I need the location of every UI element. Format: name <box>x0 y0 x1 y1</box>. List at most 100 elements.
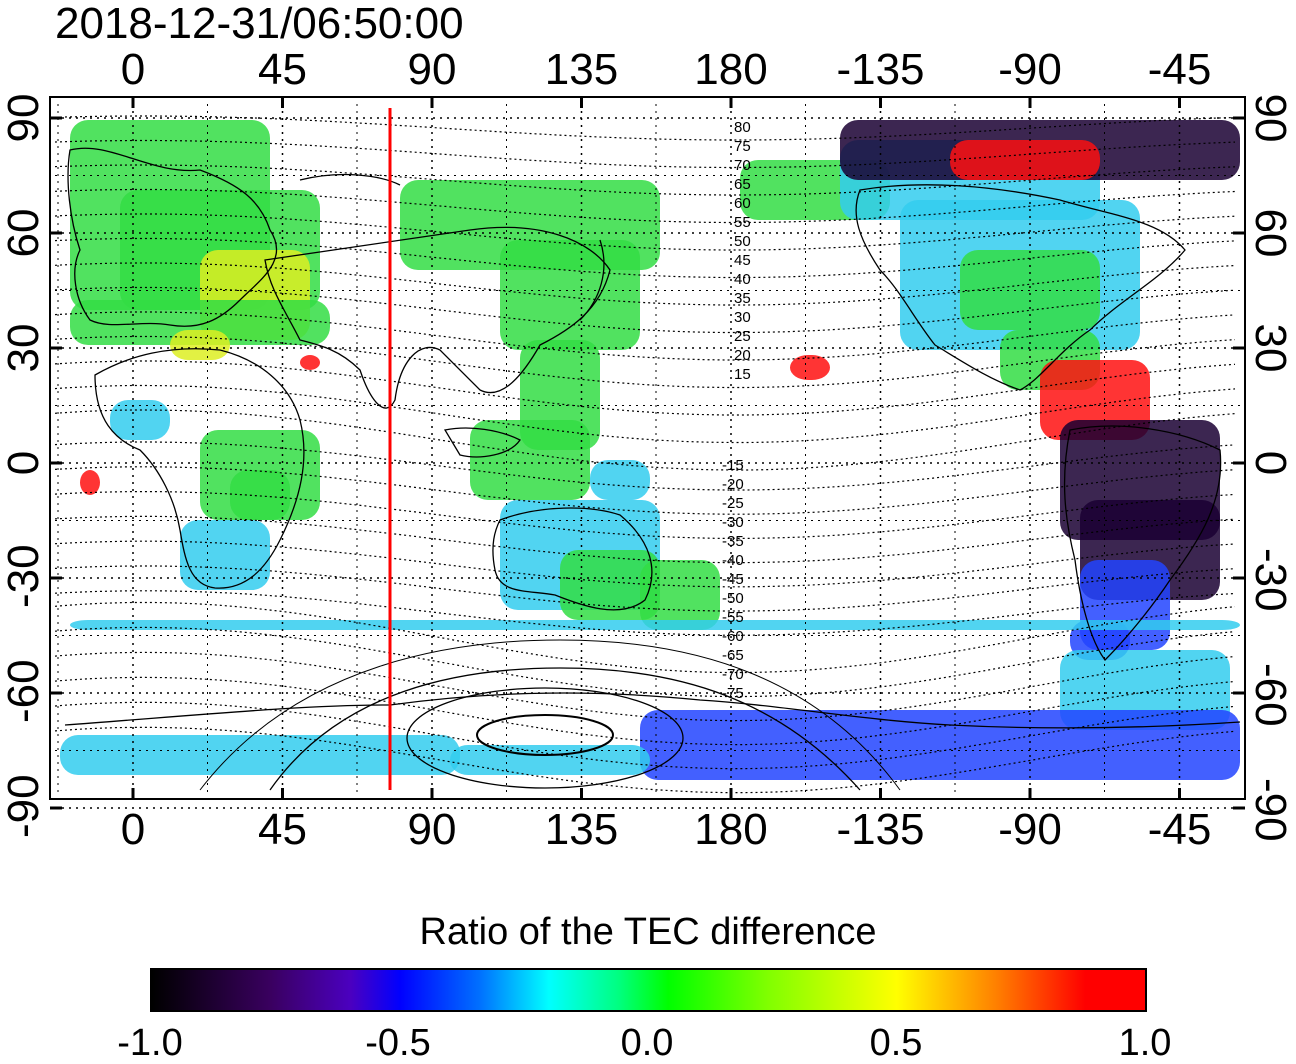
top-lon-label: 135 <box>544 45 619 94</box>
coastline <box>64 692 1241 729</box>
contour-label: -45 <box>722 571 744 588</box>
left-lat-label: 90 <box>0 93 48 143</box>
contour-line <box>54 262 1236 306</box>
bottom-lon-label: -45 <box>1147 805 1212 854</box>
contour-line <box>54 466 1236 515</box>
contour-line <box>54 701 1236 770</box>
colorbar <box>150 968 1147 1012</box>
top-lon-label: -90 <box>998 45 1062 94</box>
contour-line <box>54 311 1236 361</box>
contour-label: 50 <box>734 233 751 250</box>
coastline-layer <box>64 147 1241 729</box>
coastline <box>264 226 611 409</box>
tec-data-patch <box>500 240 640 350</box>
coastline <box>443 427 521 458</box>
contour-line <box>54 335 1236 389</box>
contour-line <box>54 515 1236 564</box>
contour-line <box>54 188 1236 224</box>
contour-line <box>54 164 1236 196</box>
tick-layer <box>50 97 1245 810</box>
contour-line <box>54 441 1236 491</box>
contour-label: -65 <box>722 647 744 664</box>
coastline <box>67 147 278 327</box>
tec-data-patch <box>70 300 330 345</box>
left-lat-label: 30 <box>0 323 48 373</box>
right-lat-label: 60 <box>1246 208 1295 258</box>
contour-label: -55 <box>722 609 744 626</box>
contour-label: 15 <box>734 366 751 383</box>
contour-line <box>54 540 1236 588</box>
top-lon-label: 90 <box>407 45 457 94</box>
tec-data-patch <box>590 460 650 500</box>
tec-data-patch <box>60 735 460 775</box>
top-lon-label: 0 <box>120 45 146 94</box>
tec-data-patch <box>230 470 290 520</box>
tec-data-patch <box>640 710 1240 780</box>
tec-data-patch <box>950 140 1100 180</box>
contour-label: -50 <box>722 590 744 607</box>
right-lat-label: 30 <box>1246 323 1295 373</box>
contour-label: 25 <box>734 328 751 345</box>
contour-line <box>54 590 1236 636</box>
right-lat-label: -60 <box>1246 663 1295 727</box>
bottom-lon-label: 0 <box>120 805 146 854</box>
contour-line <box>406 687 684 789</box>
contour-label: -15 <box>722 457 744 474</box>
right-lat-label: -30 <box>1246 548 1295 612</box>
contour-label: 75 <box>734 138 751 155</box>
contour-line <box>54 491 1236 539</box>
map-frame <box>49 96 1246 800</box>
coastline <box>1063 425 1222 661</box>
left-lat-label: 0 <box>0 450 48 476</box>
colorbar-tick-label: 0.5 <box>869 1022 923 1064</box>
coastline <box>855 184 1186 391</box>
contour-line <box>54 565 1236 612</box>
top-lon-label: -45 <box>1147 45 1212 94</box>
contour-label: 70 <box>734 157 751 174</box>
contour-label: -30 <box>722 514 744 531</box>
tec-data-patch <box>70 620 1240 630</box>
top-lon-label: -135 <box>836 45 925 94</box>
left-lat-label: -60 <box>0 659 48 723</box>
contour-line <box>54 213 1236 251</box>
contour-label-layer: 80 75 70 65 60 55 50 45 40 35 30 25 20 15 -15 -20 -25 -30… <box>722 119 751 702</box>
contour-label: 30 <box>734 309 751 326</box>
contour-label: 20 <box>734 347 751 364</box>
top-lon-label: 180 <box>694 45 768 94</box>
contour-line <box>54 409 1236 471</box>
tec-data-patch <box>450 745 650 775</box>
tec-data-patch <box>470 420 590 500</box>
contour-line <box>54 651 1236 722</box>
contour-label: -60 <box>722 628 744 645</box>
contour-label: 45 <box>734 252 751 269</box>
contour-line <box>54 139 1236 169</box>
tec-data-patch <box>180 520 270 590</box>
contour-line <box>199 639 901 791</box>
contour-label: -70 <box>722 666 744 683</box>
contour-label: 35 <box>734 290 751 307</box>
top-lon-label: 45 <box>258 45 307 94</box>
contour-label: -40 <box>722 552 744 569</box>
colorbar-tick-label: -1.0 <box>117 1022 183 1064</box>
right-lat-label: -90 <box>1246 778 1295 842</box>
right-lat-label: 0 <box>1246 450 1295 476</box>
contour-line <box>269 667 861 791</box>
tec-data-patch <box>170 330 230 360</box>
coastline <box>94 348 305 589</box>
left-lat-label: -30 <box>0 544 48 608</box>
contour-line <box>54 286 1236 334</box>
contour-line <box>54 237 1236 279</box>
bottom-lon-label: -90 <box>998 805 1062 854</box>
tec-data-patch <box>300 355 320 370</box>
contour-label: 65 <box>734 176 751 193</box>
contour-line <box>476 714 614 756</box>
left-lat-label: 60 <box>0 208 48 258</box>
coastline <box>492 507 653 611</box>
contour-label: -75 <box>722 685 744 702</box>
contour-label: 60 <box>734 195 751 212</box>
bottom-lon-label: 180 <box>694 805 768 854</box>
contour-label: -35 <box>722 533 744 550</box>
contour-line <box>54 115 1236 141</box>
colorbar-tick-label: 1.0 <box>1118 1022 1172 1064</box>
